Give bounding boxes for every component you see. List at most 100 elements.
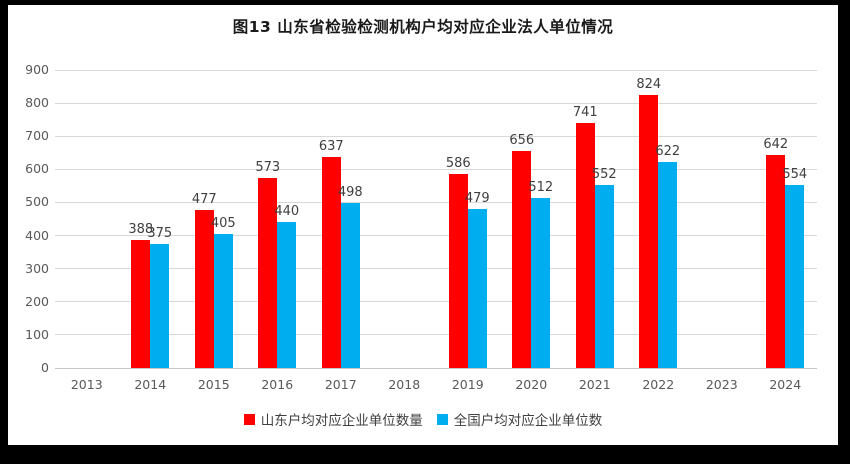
bar-group-2021: 741 552 2021: [563, 70, 627, 392]
y-tick-label: 800: [25, 95, 49, 111]
bar-value-label: 477: [191, 192, 217, 208]
x-tick-label-2019: 2019: [451, 377, 484, 392]
bar-value-label: 642: [763, 137, 789, 153]
y-tick-label: 0: [41, 360, 49, 375]
bar-series2-2024: 554: [782, 167, 807, 368]
gridline: [55, 102, 817, 104]
y-tick-label: 300: [25, 260, 49, 276]
bars-2014: 388 375: [119, 70, 183, 368]
bar-value-label: 388: [128, 221, 154, 237]
gridline: [55, 168, 817, 170]
gridline: [55, 301, 817, 303]
bars-2019: 586 479: [436, 70, 500, 368]
bar-series1-2016: 573: [255, 160, 280, 368]
bar-series2-2022: 622: [655, 144, 680, 368]
bars-2017: 637 498: [309, 70, 373, 368]
x-axis-line: [55, 367, 817, 369]
x-tick-label-2024: 2024: [769, 377, 802, 392]
x-tick-label-2023: 2023: [705, 377, 738, 392]
bars-2023: [690, 70, 754, 368]
bar-value-label: 375: [147, 225, 173, 241]
y-tick-label: 500: [25, 194, 49, 210]
gridline: [55, 334, 817, 336]
plot-area: 0 100 200 300 400 500 600 700 800 900 2013 388 375 20…: [25, 62, 818, 392]
bar-group-2022: 824 622 2022: [627, 70, 691, 392]
bar-value-label: 554: [782, 166, 808, 182]
bar-value-label: 405: [210, 215, 236, 231]
bars-2015: 477 405: [182, 70, 246, 368]
bars-2013: [55, 70, 119, 368]
y-tick-label: 200: [25, 293, 49, 309]
bar-series2-2017: 498: [338, 185, 363, 368]
y-tick-label: 400: [25, 227, 49, 243]
bar-group-2016: 573 440 2016: [246, 70, 310, 392]
bar-series1-2022: 824: [636, 77, 661, 368]
bars-2020: 656 512: [500, 70, 564, 368]
bar-value-label: 622: [655, 144, 681, 160]
y-tick-label: 600: [25, 161, 49, 177]
legend: 山东户均对应企业单位数量 全国户均对应企业单位数: [8, 409, 838, 429]
chart-title: 图13 山东省检验检测机构户均对应企业法人单位情况: [232, 18, 614, 36]
bar-series1-2014: 388: [128, 222, 153, 368]
x-tick-label-2020: 2020: [515, 377, 548, 392]
bar-series2-2014: 375: [147, 226, 172, 368]
bar-group-2023: 2023: [690, 70, 754, 392]
y-tick-label: 100: [25, 326, 49, 342]
y-tick-label: 900: [25, 62, 49, 77]
legend-item-series1: 山东户均对应企业单位数量: [243, 409, 423, 429]
bars-2021: 741 552: [563, 70, 627, 368]
bar-value-label: 512: [528, 180, 554, 196]
bars-2024: 642 554: [754, 70, 818, 368]
chart-canvas: 图13 山东省检验检测机构户均对应企业法人单位情况 0 100 200 300 400 5…: [8, 5, 838, 445]
bars-2022: 824 622: [627, 70, 691, 368]
x-tick-label-2018: 2018: [388, 377, 421, 392]
gridline: [55, 201, 817, 203]
bar-series2-2015: 405: [211, 216, 236, 368]
legend-label-series2: 全国户均对应企业单位数: [453, 413, 603, 429]
bar-group-2024: 642 554 2024: [754, 70, 818, 392]
bar-series1-2021: 741: [573, 105, 598, 368]
bar-series2-2021: 552: [592, 167, 617, 368]
bar-group-2020: 656 512 2020: [500, 70, 564, 392]
bar-series2-2016: 440: [274, 204, 299, 368]
legend-item-series2: 全国户均对应企业单位数: [436, 409, 603, 429]
bar-group-2017: 637 498 2017: [309, 70, 373, 392]
x-tick-label-2022: 2022: [642, 377, 675, 392]
x-tick-label-2013: 2013: [70, 377, 103, 392]
bar-series1-2020: 656: [509, 133, 534, 368]
legend-label-series1: 山东户均对应企业单位数量: [260, 413, 423, 429]
x-tick-label-2017: 2017: [324, 377, 357, 392]
gridline: [55, 69, 817, 71]
x-tick-label-2014: 2014: [134, 377, 167, 392]
bars-2016: 573 440: [246, 70, 310, 368]
bar-series1-2017: 637: [319, 139, 344, 368]
gridline: [55, 235, 817, 237]
bar-series1-2015: 477: [192, 192, 217, 368]
bar-value-label: 656: [509, 132, 535, 148]
bar-value-label: 552: [591, 167, 617, 183]
legend-swatch-series1: [243, 413, 255, 425]
gridline: [55, 268, 817, 270]
bar-value-label: 824: [636, 77, 662, 93]
x-tick-label-2021: 2021: [578, 377, 611, 392]
bars-2018: [373, 70, 437, 368]
y-tick-label: 700: [25, 128, 49, 144]
x-tick-label-2015: 2015: [197, 377, 230, 392]
bar-series2-2020: 512: [528, 180, 553, 368]
bar-group-2013: 2013: [55, 70, 119, 392]
bar-series1-2019: 586: [446, 156, 471, 368]
bar-group-2018: 2018: [373, 70, 437, 392]
bar-value-label: 479: [464, 191, 490, 207]
bar-group-2019: 586 479 2019: [436, 70, 500, 392]
bar-value-label: 573: [255, 160, 281, 176]
bar-value-label: 637: [318, 139, 344, 155]
legend-swatch-series2: [436, 413, 448, 425]
bar-value-label: 741: [572, 104, 598, 120]
bar-group-2015: 477 405 2015: [182, 70, 246, 392]
gridline: [55, 135, 817, 137]
bar-group-2014: 388 375 2014: [119, 70, 183, 392]
x-tick-label-2016: 2016: [261, 377, 294, 392]
bar-series1-2024: 642: [763, 137, 788, 368]
bar-series2-2019: 479: [465, 191, 490, 368]
